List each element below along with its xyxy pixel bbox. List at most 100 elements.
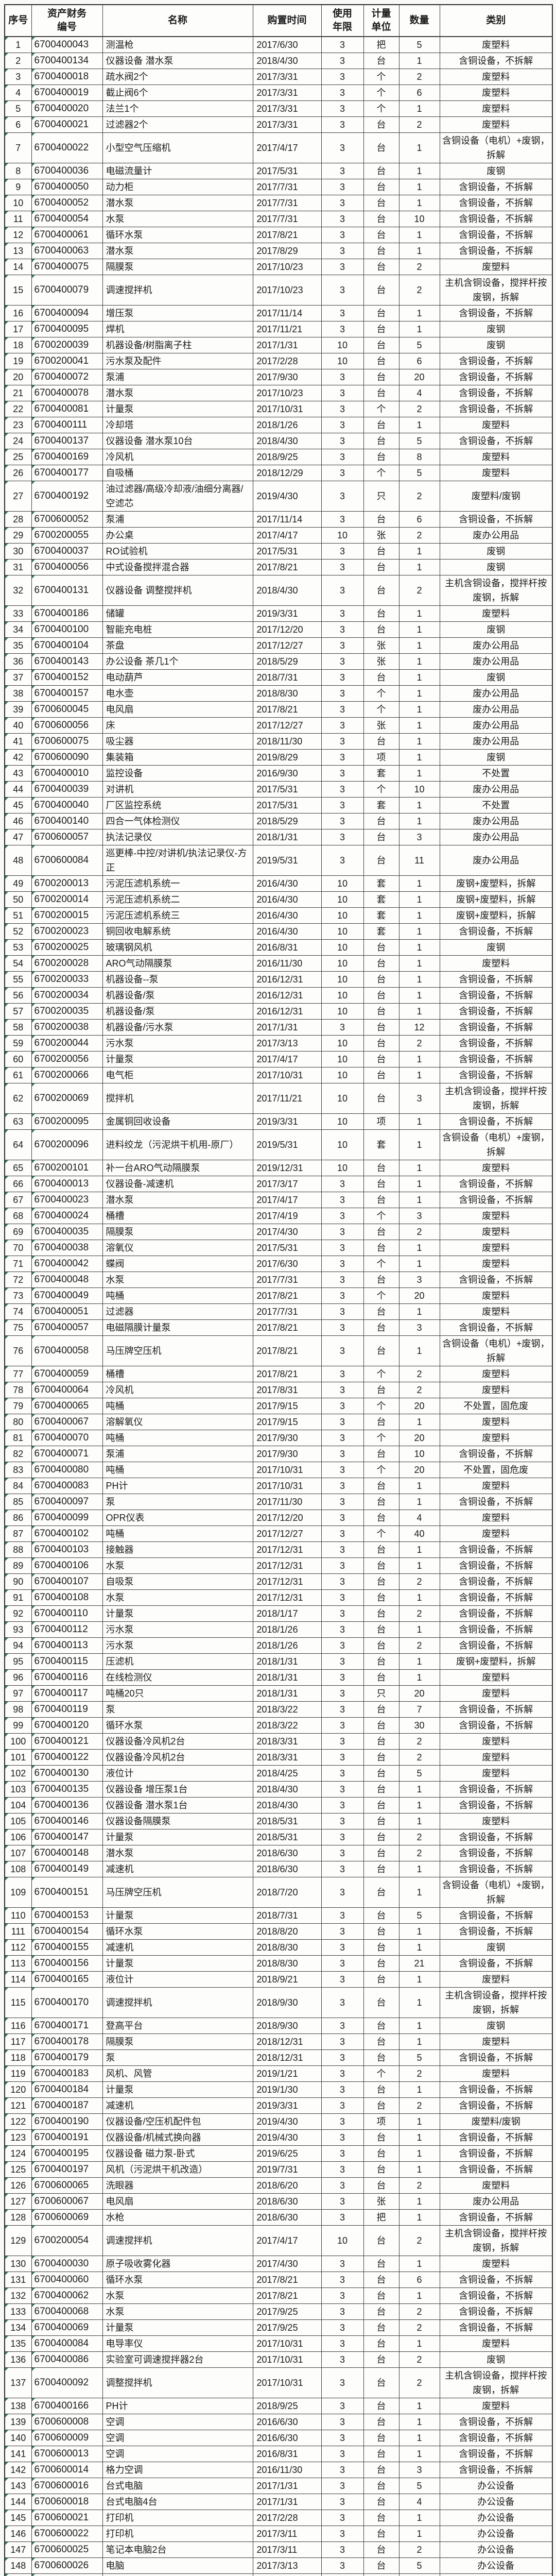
cell-purchase-date: 2018/9/21 bbox=[252, 1971, 322, 1988]
cell-service-life: 10 bbox=[321, 891, 364, 908]
cell-purchase-date: 2017/10/23 bbox=[252, 385, 322, 401]
cell-category: 含铜设备，不拆解 bbox=[439, 2161, 553, 2178]
cell-service-life: 3 bbox=[321, 369, 364, 385]
cell-unit: 台 bbox=[363, 1733, 399, 1750]
cell-quantity: 2 bbox=[398, 69, 440, 85]
cell-name: 金属铜回收设备 bbox=[102, 1113, 253, 1130]
cell-name: 压滤机 bbox=[102, 1653, 253, 1670]
cell-seq: 23 bbox=[4, 417, 32, 433]
cell-name: 污水泵及配件 bbox=[102, 353, 253, 369]
cell-quantity: 1 bbox=[398, 243, 440, 259]
cell-category: 含铜设备，不拆解 bbox=[439, 1557, 553, 1574]
cell-category: 废钢+废塑料，拆解 bbox=[439, 907, 553, 924]
table-row: 46 6700400140 四合一气体检测仪 2018/5/29 3 台 1 废办公用品 bbox=[4, 813, 553, 829]
table-row: 44 6700400039 对讲机 2017/5/31 3 个 10 废办公用品 bbox=[4, 781, 553, 798]
cell-name: 减速机 bbox=[102, 2097, 253, 2114]
cell-service-life: 3 bbox=[321, 1637, 364, 1654]
cell-purchase-date: 2018/9/25 bbox=[252, 449, 322, 465]
cell-seq: 121 bbox=[4, 2097, 32, 2114]
cell-unit: 台 bbox=[363, 1653, 399, 1670]
cell-unit: 台 bbox=[363, 669, 399, 686]
cell-unit: 台 bbox=[363, 2287, 399, 2304]
cell-purchase-date: 2017/3/31 bbox=[252, 100, 322, 117]
cell-purchase-date: 2017/4/30 bbox=[252, 1224, 322, 1240]
cell-category: 含铜设备，不拆解 bbox=[439, 1717, 553, 1734]
cell-name: 水泵 bbox=[102, 1589, 253, 1606]
cell-category: 废办公用品 bbox=[439, 701, 553, 718]
table-row: 29 6700200055 办公桌 2017/4/17 10 张 2 废办公用品 bbox=[4, 527, 553, 544]
cell-asset-id: 6700400130 bbox=[31, 1765, 103, 1782]
cell-seq: 90 bbox=[4, 1573, 32, 1590]
table-row: 54 6700200028 ARO气动隔膜泵 2016/11/30 10 台 1 废塑料 bbox=[4, 955, 553, 972]
cell-purchase-date: 2018/1/31 bbox=[252, 1685, 322, 1702]
table-row: 61 6700200066 电气柜 2017/10/31 10 台 1 含铜设备，不拆解 bbox=[4, 1067, 553, 1083]
cell-unit: 只 bbox=[363, 481, 399, 512]
table-row: 86 6700400099 OPR仪表 2017/12/20 3 台 4 废塑料 bbox=[4, 1510, 553, 1526]
cell-name: 循环水泵 bbox=[102, 1717, 253, 1734]
table-row: 45 6700400040 厂区监控系统 2017/5/31 3 套 1 不处置 bbox=[4, 797, 553, 814]
cell-name: 仪器设备 潜水泵 bbox=[102, 53, 253, 69]
cell-asset-id: 6700600084 bbox=[31, 845, 103, 876]
cell-service-life: 3 bbox=[321, 1240, 364, 1256]
cell-asset-id: 6700600009 bbox=[31, 2430, 103, 2446]
cell-quantity: 2 bbox=[398, 2225, 440, 2256]
cell-asset-id: 6700400048 bbox=[31, 1272, 103, 1288]
cell-purchase-date: 2017/4/17 bbox=[252, 527, 322, 544]
cell-quantity: 40 bbox=[398, 1526, 440, 1542]
cell-seq: 115 bbox=[4, 1987, 32, 2018]
cell-name: 计量泵 bbox=[102, 1829, 253, 1845]
cell-purchase-date: 2017/7/31 bbox=[252, 211, 322, 227]
cell-name: 过滤器 bbox=[102, 1303, 253, 1320]
cell-seq: 116 bbox=[4, 2018, 32, 2034]
cell-purchase-date: 2019/6/25 bbox=[252, 2145, 322, 2162]
cell-purchase-date: 2016/11/30 bbox=[252, 955, 322, 972]
cell-category: 废塑料 bbox=[439, 1256, 553, 1272]
cell-service-life: 3 bbox=[321, 1749, 364, 1766]
cell-category: 含铜设备（电机）+废钢，拆解 bbox=[439, 1129, 553, 1160]
cell-category: 废塑料 bbox=[439, 2065, 553, 2082]
cell-asset-id: 6700400184 bbox=[31, 2081, 103, 2098]
cell-quantity: 20 bbox=[398, 1430, 440, 1446]
cell-unit: 台 bbox=[363, 2081, 399, 2098]
cell-seq: 107 bbox=[4, 1845, 32, 1861]
cell-service-life: 3 bbox=[321, 2494, 364, 2510]
cell-seq: 50 bbox=[4, 891, 32, 908]
cell-seq: 130 bbox=[4, 2256, 32, 2272]
cell-service-life: 3 bbox=[321, 1019, 364, 1036]
cell-purchase-date: 2017/10/31 bbox=[252, 2335, 322, 2352]
cell-purchase-date: 2017/10/31 bbox=[252, 1478, 322, 1494]
cell-quantity: 5 bbox=[398, 2478, 440, 2494]
cell-category: 含铜设备，不拆解 bbox=[439, 1494, 553, 1510]
cell-unit: 台 bbox=[363, 163, 399, 179]
cell-name: 测温枪 bbox=[102, 36, 253, 53]
table-row: 40 6700600056 床 2017/12/27 3 张 1 废办公用品 bbox=[4, 717, 553, 734]
cell-quantity: 1 bbox=[398, 1192, 440, 1208]
cell-asset-id: 6700400178 bbox=[31, 2033, 103, 2050]
cell-seq: 95 bbox=[4, 1653, 32, 1670]
cell-purchase-date: 2018/1/31 bbox=[252, 1653, 322, 1670]
cell-asset-id: 6700200054 bbox=[31, 2225, 103, 2256]
cell-unit: 台 bbox=[363, 227, 399, 243]
table-row: 64 6700200096 进料绞龙（污泥烘干机用-原厂） 2019/5/31 10 套 1… bbox=[4, 1129, 553, 1160]
cell-asset-id: 6700400135 bbox=[31, 1781, 103, 1798]
cell-quantity: 1 bbox=[398, 749, 440, 766]
cell-purchase-date: 2019/7/31 bbox=[252, 2161, 322, 2178]
cell-seq: 42 bbox=[4, 749, 32, 766]
cell-unit: 个 bbox=[363, 685, 399, 702]
cell-category: 含铜设备，不拆解 bbox=[439, 369, 553, 385]
cell-category: 含铜设备，不拆解 bbox=[439, 401, 553, 417]
cell-seq: 13 bbox=[4, 243, 32, 259]
cell-service-life: 3 bbox=[321, 1907, 364, 1924]
cell-seq: 111 bbox=[4, 1923, 32, 1940]
cell-quantity: 1 bbox=[398, 1478, 440, 1494]
cell-name: 截止阀6个 bbox=[102, 84, 253, 101]
cell-asset-id: 6700400140 bbox=[31, 813, 103, 829]
cell-category: 含铜设备，不拆解 bbox=[439, 1051, 553, 1067]
cell-seq: 34 bbox=[4, 621, 32, 638]
cell-name: 疏水阀2个 bbox=[102, 69, 253, 85]
cell-category: 含铜设备，不拆解 bbox=[439, 227, 553, 243]
cell-category: 含铜设备，不拆解 bbox=[439, 923, 553, 940]
cell-unit: 台 bbox=[363, 1557, 399, 1574]
cell-service-life: 3 bbox=[321, 2510, 364, 2526]
cell-quantity: 1 bbox=[398, 1589, 440, 1606]
